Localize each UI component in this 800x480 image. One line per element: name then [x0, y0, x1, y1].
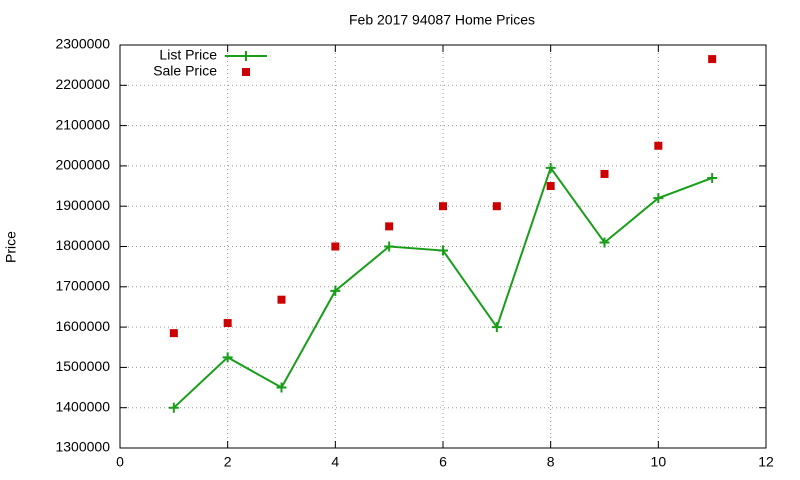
point-marker — [546, 182, 555, 191]
x-tick-label: 12 — [758, 454, 774, 470]
point-marker — [168, 402, 179, 413]
point-marker — [223, 319, 232, 328]
plot-frame — [119, 44, 767, 449]
point-marker — [277, 295, 286, 304]
point-marker — [654, 141, 663, 150]
y-tick-label: 1300000 — [55, 439, 110, 455]
y-tick-label: 2000000 — [55, 157, 110, 173]
point-marker — [708, 55, 717, 64]
y-tick-label: 1500000 — [55, 358, 110, 374]
point-marker — [492, 202, 501, 211]
y-tick-label: 1800000 — [55, 237, 110, 253]
x-tick-label: 6 — [439, 454, 447, 470]
point-marker — [169, 329, 178, 338]
point-marker — [653, 193, 664, 204]
point-marker — [385, 222, 394, 231]
y-tick-label: 2100000 — [55, 116, 110, 132]
x-tick-label: 4 — [331, 454, 339, 470]
legend-label: Sale Price — [153, 63, 217, 79]
point-marker — [438, 245, 448, 256]
x-tick-label: 0 — [116, 454, 124, 470]
y-tick-label: 2200000 — [55, 76, 110, 92]
y-tick-label: 2300000 — [55, 36, 110, 52]
y-tick-label: 1600000 — [55, 318, 110, 334]
y-tick-label: 1900000 — [55, 197, 110, 213]
point-marker — [331, 242, 340, 251]
point-marker — [222, 352, 233, 363]
point-marker — [600, 169, 609, 178]
point-marker — [276, 382, 287, 393]
chart-title: Feb 2017 94087 Home Prices — [349, 12, 535, 28]
point-marker — [439, 202, 447, 211]
y-axis-label: Price — [3, 231, 19, 263]
point-marker — [330, 285, 341, 296]
y-tick-label: 1700000 — [55, 278, 110, 294]
x-tick-label: 2 — [224, 454, 232, 470]
point-marker — [545, 162, 556, 173]
legend-swatch — [242, 68, 250, 76]
legend-label: List Price — [159, 47, 217, 63]
legend-swatch-marker — [241, 51, 251, 61]
x-tick-label: 8 — [547, 454, 555, 470]
point-marker — [599, 237, 610, 248]
x-tick-label: 10 — [651, 454, 667, 470]
point-marker — [491, 322, 502, 333]
point-marker — [707, 172, 718, 183]
y-tick-label: 1400000 — [55, 398, 110, 414]
point-marker — [384, 241, 395, 252]
